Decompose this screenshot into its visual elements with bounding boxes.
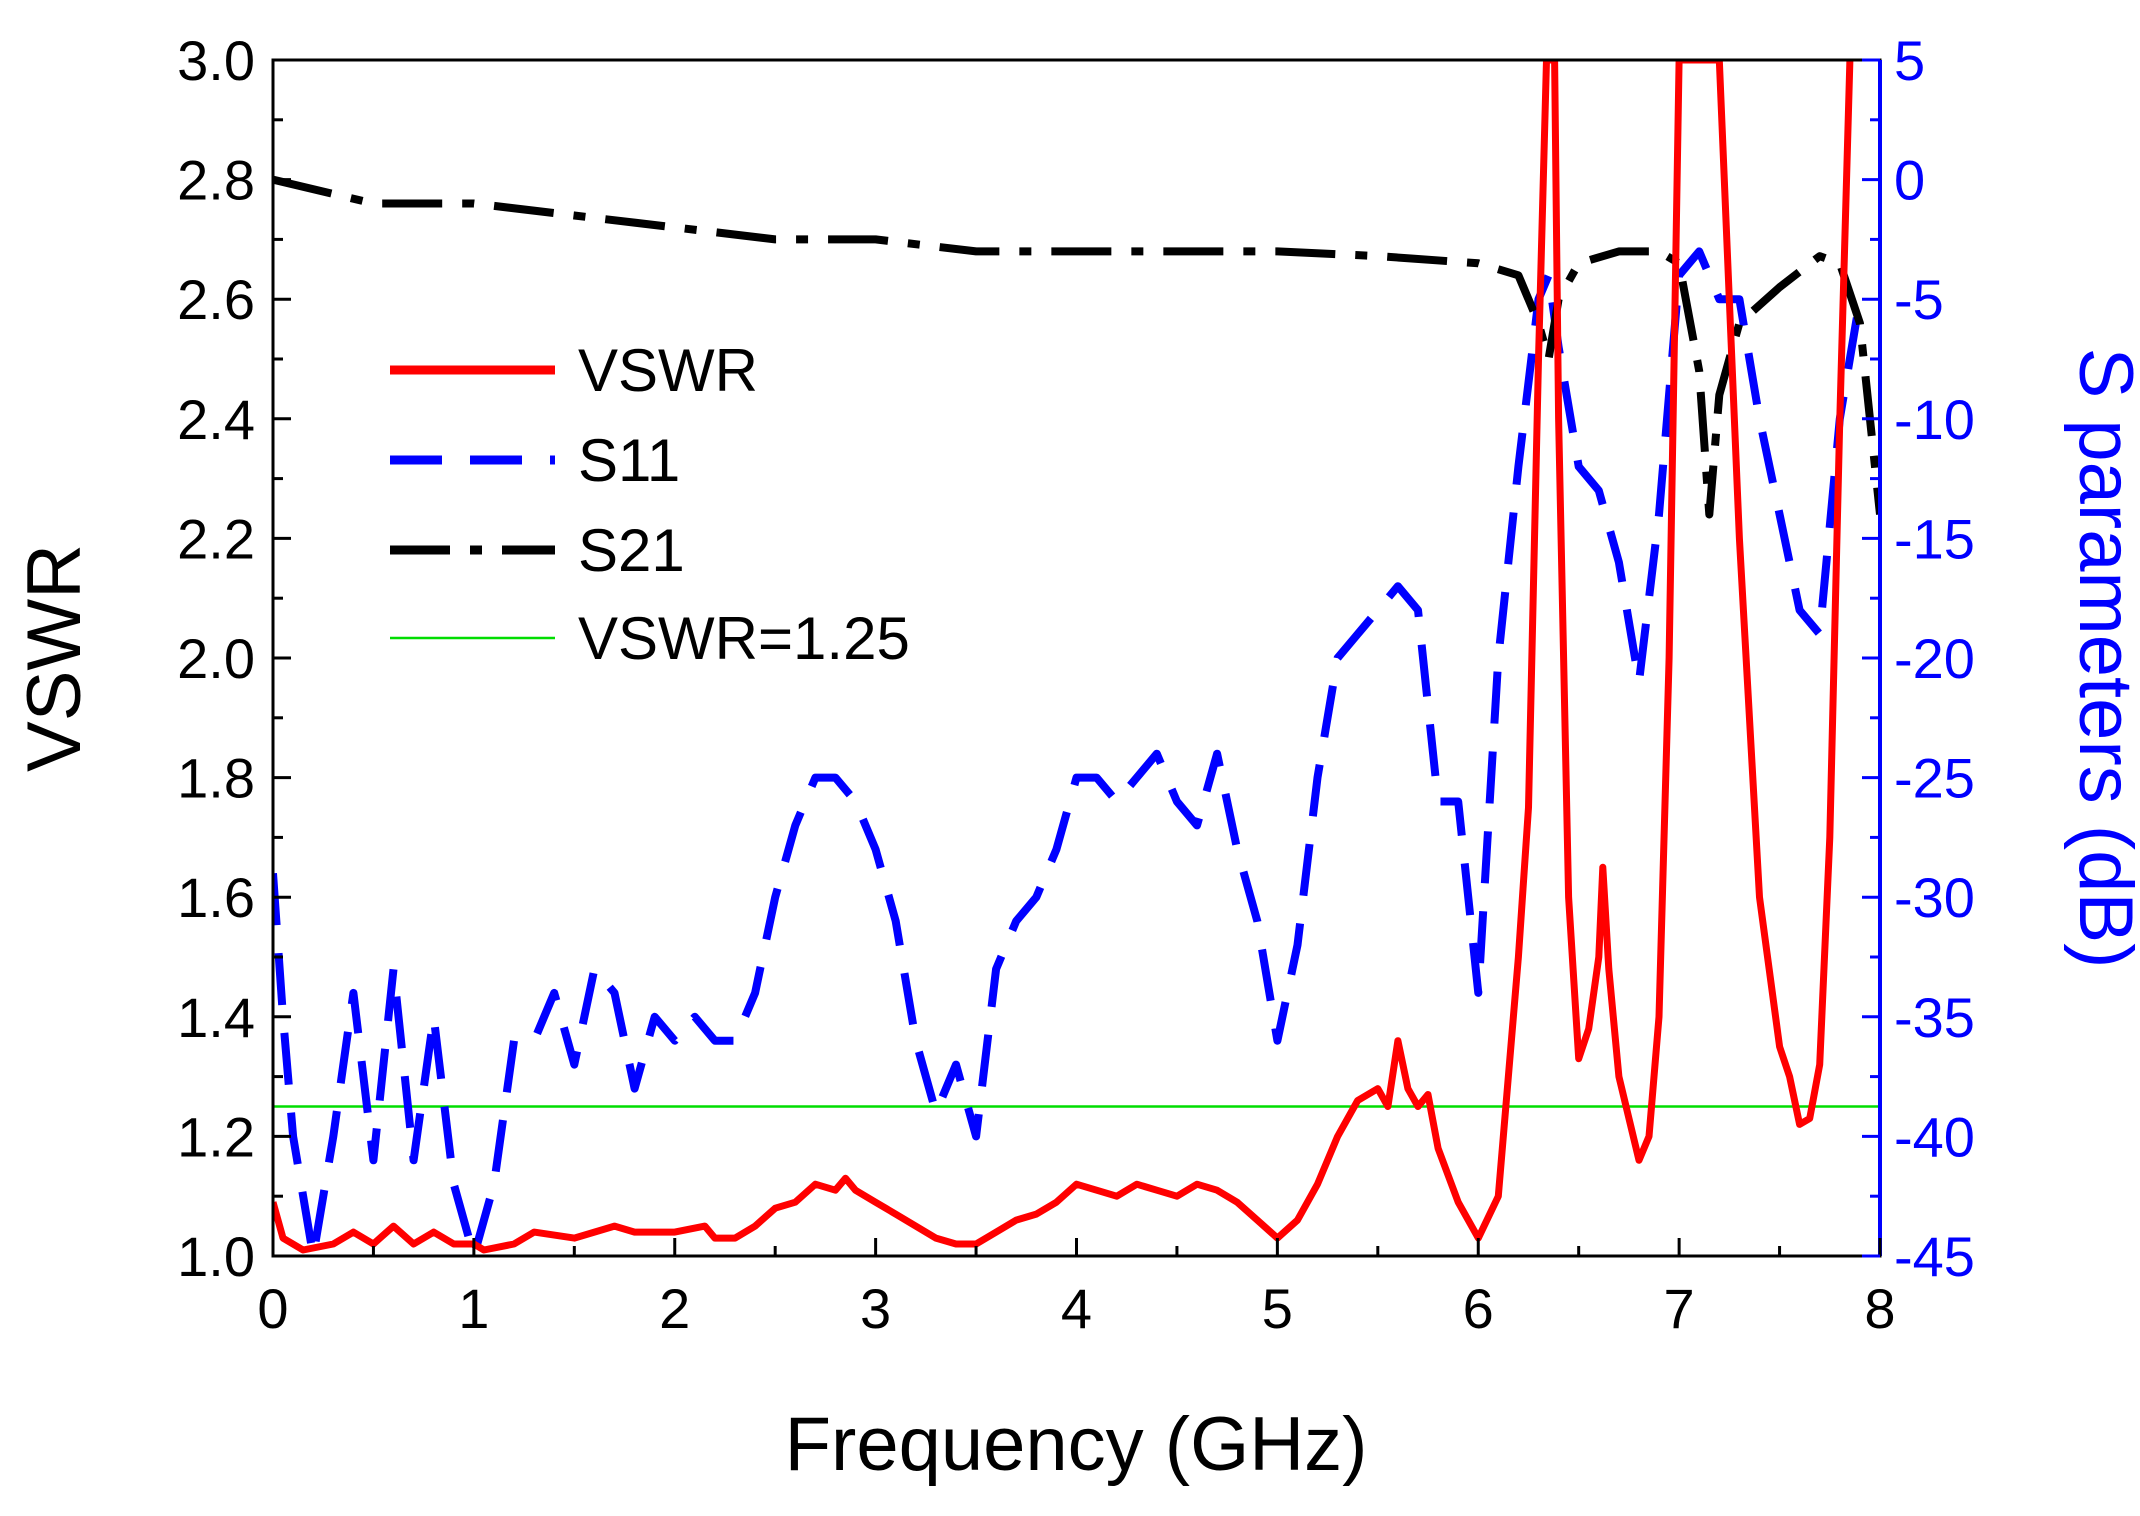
y-right-tick-label: -35 bbox=[1894, 986, 1975, 1049]
y-left-tick-label: 2.2 bbox=[177, 507, 255, 570]
x-tick-label: 1 bbox=[458, 1277, 489, 1340]
legend-label-vswr: VSWR bbox=[578, 337, 758, 404]
x-tick-label: 4 bbox=[1061, 1277, 1092, 1340]
y-axis-title-right: S parameters (dB) bbox=[2063, 348, 2140, 969]
y-left-tick-label: 1.0 bbox=[177, 1225, 255, 1288]
series-line-vswr bbox=[273, 60, 1854, 1254]
y-right-tick-label: -30 bbox=[1894, 866, 1975, 929]
y-left-tick-label: 1.8 bbox=[177, 747, 255, 810]
x-axis-title: Frequency (GHz) bbox=[785, 1402, 1368, 1487]
y-left-tick-label: 2.4 bbox=[177, 388, 255, 451]
x-tick-label: 0 bbox=[257, 1277, 288, 1340]
x-tick-label: 6 bbox=[1463, 1277, 1494, 1340]
series-line-s21 bbox=[273, 175, 1880, 519]
series-layer bbox=[273, 60, 1880, 1256]
y-right-tick-label: -45 bbox=[1894, 1225, 1975, 1288]
y-left-tick-label: 2.6 bbox=[177, 268, 255, 331]
y-left-tick-label: 3.0 bbox=[177, 29, 255, 92]
y-left-tick-label: 2.8 bbox=[177, 149, 255, 212]
legend: VSWR S11 S21 VSWR=1.25 bbox=[390, 337, 910, 672]
legend-label-ref: VSWR=1.25 bbox=[578, 605, 910, 672]
x-tick-label: 8 bbox=[1864, 1277, 1895, 1340]
series-line-s11 bbox=[273, 247, 1864, 1256]
x-tick-label: 5 bbox=[1262, 1277, 1293, 1340]
y-right-tick-label: -20 bbox=[1894, 627, 1975, 690]
y-left-tick-label: 2.0 bbox=[177, 627, 255, 690]
x-tick-label: 7 bbox=[1664, 1277, 1695, 1340]
legend-label-s21: S21 bbox=[578, 517, 685, 584]
y-left-tick-label: 1.2 bbox=[177, 1105, 255, 1168]
x-tick-label: 3 bbox=[860, 1277, 891, 1340]
y-left-tick-label: 1.4 bbox=[177, 986, 255, 1049]
ticks-layer: 0 1 2 3 4 5 6 7 8 1.0 1.2 1.4 1.6 1.8 2.0 2.2 2.4 2.6 2.8 3… bbox=[177, 29, 1975, 1340]
y-axis-title-left: VSWR bbox=[12, 544, 97, 772]
y-right-tick-label: -40 bbox=[1894, 1105, 1975, 1168]
y-right-tick-label: -25 bbox=[1894, 747, 1975, 810]
x-tick-label: 2 bbox=[659, 1277, 690, 1340]
y-left-tick-label: 1.6 bbox=[177, 866, 255, 929]
y-right-tick-label: -5 bbox=[1894, 268, 1944, 331]
y-right-tick-label: -10 bbox=[1894, 388, 1975, 451]
legend-label-s11: S11 bbox=[578, 427, 680, 494]
y-right-tick-label: -15 bbox=[1894, 507, 1975, 570]
y-right-tick-label: 5 bbox=[1894, 29, 1925, 92]
y-right-tick-label: 0 bbox=[1894, 149, 1925, 212]
